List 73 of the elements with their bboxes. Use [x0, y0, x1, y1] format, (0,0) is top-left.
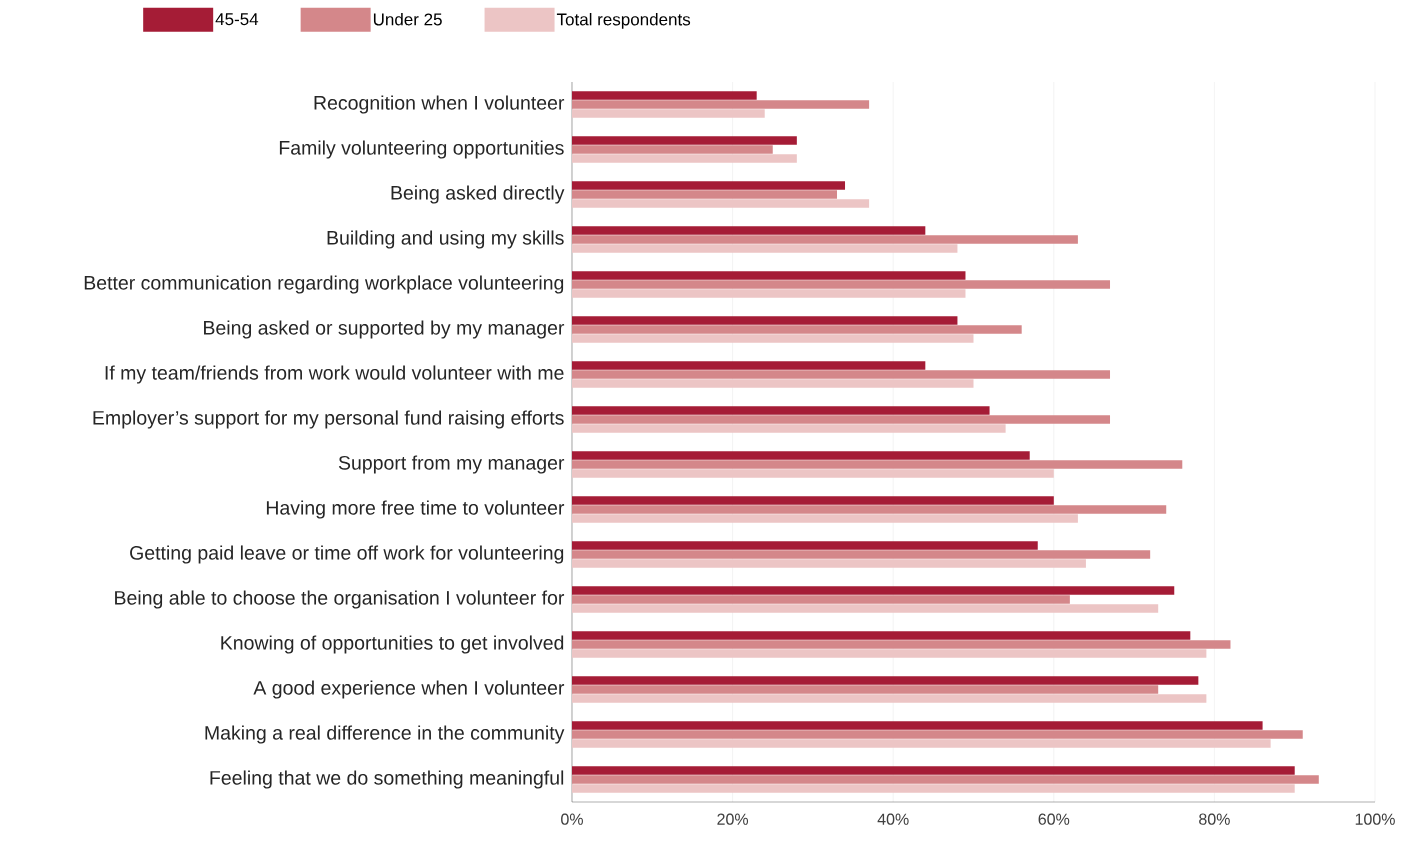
- bar: [572, 451, 1030, 460]
- bar: [572, 235, 1078, 244]
- y-tick-label: Getting paid leave or time off work for volunteering: [130, 545, 564, 564]
- bar: [572, 154, 797, 163]
- bar: [572, 370, 1111, 379]
- bar: [572, 694, 1207, 703]
- y-tick-label: Recognition when I volunteer: [314, 95, 565, 114]
- y-tick-label: Being able to choose the organisation I volunteer for: [115, 590, 565, 609]
- x-tick-label: 60%: [1038, 813, 1070, 825]
- y-tick-label: Feeling that we do something meaningful: [210, 770, 564, 789]
- bar: [572, 676, 1199, 685]
- bar: [572, 136, 797, 145]
- y-tick-label: Building and using my skills: [327, 230, 564, 249]
- bar: [572, 739, 1271, 748]
- y-tick-label: Better communication regarding workplace volunteering: [84, 275, 564, 294]
- bar: [572, 604, 1159, 613]
- bar: [572, 469, 1054, 478]
- bar: [572, 541, 1038, 550]
- bar: [572, 514, 1078, 523]
- x-tick-label: 20%: [717, 813, 749, 825]
- bar: [572, 244, 958, 253]
- bar: [572, 496, 1054, 505]
- bar: [572, 271, 966, 280]
- bar: [572, 784, 1295, 793]
- legend-label: Under 25: [373, 12, 442, 26]
- y-tick-label: A good experience when I volunteer: [253, 680, 565, 699]
- y-tick-label: Having more free time to volunteer: [266, 500, 565, 519]
- bar: [572, 406, 990, 415]
- x-tick-label: 40%: [877, 813, 909, 825]
- y-tick-label: Employer’s support for my personal fund raising efforts: [93, 410, 564, 429]
- bar: [572, 685, 1159, 694]
- bar: [572, 361, 926, 370]
- bar: [572, 415, 1111, 424]
- bar: [572, 460, 1183, 469]
- bar: [572, 766, 1295, 775]
- bar: [572, 640, 1231, 649]
- bar: [572, 595, 1070, 604]
- bar: [572, 559, 1086, 568]
- bar: [572, 100, 870, 109]
- bar: [572, 649, 1207, 658]
- x-tick-label: 100%: [1355, 813, 1395, 825]
- bar: [572, 721, 1263, 730]
- bar: [572, 334, 974, 343]
- bar: [572, 631, 1191, 640]
- y-tick-label: If my team/friends from work would volunteer with me: [105, 365, 564, 384]
- y-tick-label: Family volunteering opportunities: [279, 140, 564, 159]
- bar: [572, 730, 1303, 739]
- bar: [572, 280, 1111, 289]
- y-tick-label: Knowing of opportunities to get involved: [221, 635, 564, 654]
- bar: [572, 181, 846, 190]
- bar: [572, 316, 958, 325]
- bar: [572, 289, 966, 298]
- bar: [572, 325, 1022, 334]
- x-tick-label: 80%: [1199, 813, 1230, 825]
- bar: [572, 379, 974, 388]
- bar: [572, 775, 1319, 784]
- bar: [572, 586, 1175, 595]
- y-tick-label: Support from my manager: [338, 455, 565, 474]
- bar: [572, 550, 1151, 559]
- x-tick-label: 0%: [561, 813, 583, 825]
- y-tick-label: Being asked directly: [391, 185, 565, 204]
- y-tick-label: Being asked or supported by my manager: [204, 320, 565, 339]
- bar: [572, 145, 773, 154]
- bar: [572, 505, 1167, 514]
- bar: [572, 91, 757, 100]
- bar: [572, 109, 765, 118]
- legend-label: 45-54: [215, 13, 259, 26]
- y-tick-label: Making a real difference in the community: [205, 725, 565, 744]
- bar: [572, 190, 837, 199]
- bar: [572, 199, 870, 208]
- bar: [572, 226, 926, 235]
- legend-label: Total respondents: [556, 12, 691, 29]
- bar: [572, 424, 1006, 433]
